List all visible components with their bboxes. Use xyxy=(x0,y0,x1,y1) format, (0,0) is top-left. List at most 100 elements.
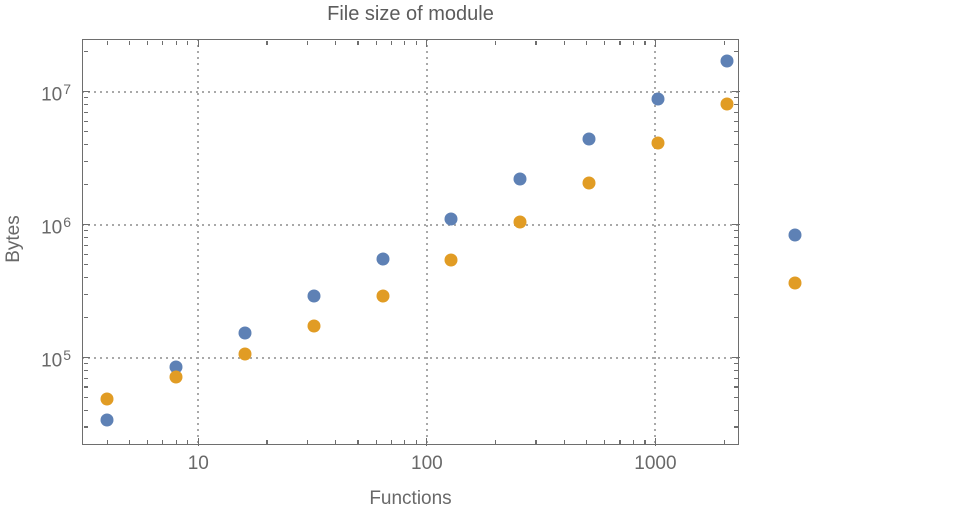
y-tick xyxy=(731,224,740,226)
y-tick-base: 10 xyxy=(41,84,63,105)
y-tick xyxy=(83,51,88,53)
x-tick xyxy=(146,439,149,444)
y-tick xyxy=(733,426,738,428)
x-tick xyxy=(586,439,588,444)
x-tick xyxy=(404,439,406,444)
y-tick xyxy=(83,363,88,365)
y-tick xyxy=(733,184,738,186)
y-tick xyxy=(83,396,88,399)
y-tick xyxy=(83,276,88,279)
x-tick xyxy=(162,40,164,45)
y-tick xyxy=(83,230,88,232)
x-tick xyxy=(654,38,657,47)
y-gridline xyxy=(82,90,739,93)
y-tick xyxy=(83,244,88,246)
y-tick xyxy=(83,184,88,186)
y-tick xyxy=(733,386,738,388)
x-gridline xyxy=(425,39,428,445)
data-point-series-orange xyxy=(169,370,183,384)
x-tick xyxy=(604,439,606,444)
y-tick xyxy=(83,386,88,388)
y-tick-exponent: 5 xyxy=(63,346,71,363)
y-tick-exponent: 7 xyxy=(63,80,71,97)
data-point-series-blue xyxy=(720,54,734,68)
x-tick xyxy=(415,40,417,45)
y-tick xyxy=(733,131,738,133)
y-tick xyxy=(733,244,738,246)
y-tick xyxy=(733,396,738,399)
x-tick xyxy=(563,40,566,45)
y-tick-label: 107 xyxy=(0,80,71,106)
x-gridline xyxy=(197,39,200,445)
x-tick xyxy=(266,439,268,444)
x-tick xyxy=(723,439,725,444)
x-tick xyxy=(535,439,537,444)
data-point-series-blue xyxy=(788,228,802,242)
x-tick xyxy=(106,439,108,444)
y-tick-label: 105 xyxy=(0,346,71,372)
data-point-series-orange xyxy=(651,136,665,150)
y-tick xyxy=(81,91,90,93)
x-tick xyxy=(187,40,189,45)
y-tick xyxy=(733,316,738,319)
x-tick-label: 10 xyxy=(187,453,209,474)
y-tick xyxy=(83,236,88,239)
y-tick xyxy=(83,426,88,428)
x-tick xyxy=(197,437,199,446)
x-tick-label: 100 xyxy=(411,453,443,474)
y-tick-base: 10 xyxy=(41,349,63,371)
y-tick xyxy=(733,276,738,279)
y-gridline xyxy=(82,223,739,226)
x-tick xyxy=(604,40,606,45)
data-point-series-blue xyxy=(307,289,321,303)
data-point-series-orange xyxy=(513,215,527,229)
x-tick xyxy=(426,38,428,47)
x-tick-label: 1000 xyxy=(634,453,677,474)
x-tick xyxy=(162,439,164,444)
x-tick xyxy=(335,40,337,45)
y-tick-label: 106 xyxy=(0,213,71,239)
x-tick xyxy=(375,40,377,45)
x-tick xyxy=(632,439,634,444)
data-point-series-orange xyxy=(582,176,596,190)
y-tick xyxy=(83,160,88,162)
y-tick xyxy=(83,409,88,412)
x-tick xyxy=(335,439,337,444)
y-tick xyxy=(733,253,738,255)
x-tick xyxy=(654,437,657,446)
data-point-series-orange xyxy=(444,253,458,267)
x-tick xyxy=(644,40,646,45)
data-point-series-blue xyxy=(651,92,665,106)
y-tick xyxy=(733,51,738,53)
x-tick xyxy=(426,437,428,446)
x-tick xyxy=(535,40,537,45)
x-tick xyxy=(723,40,725,45)
y-tick xyxy=(733,264,738,266)
y-tick xyxy=(733,369,738,372)
x-tick xyxy=(619,439,621,444)
x-tick xyxy=(306,439,308,444)
y-tick-base: 10 xyxy=(41,216,63,238)
y-tick xyxy=(733,230,738,232)
data-point-series-blue xyxy=(238,326,252,340)
y-tick xyxy=(83,103,88,106)
data-point-series-orange xyxy=(100,392,114,406)
x-tick xyxy=(632,40,634,45)
data-point-series-blue xyxy=(376,252,390,266)
x-tick xyxy=(106,40,108,45)
y-tick xyxy=(731,356,740,359)
x-tick xyxy=(644,439,646,444)
y-tick xyxy=(83,369,88,372)
y-tick xyxy=(733,409,738,412)
data-point-series-orange xyxy=(238,347,252,361)
y-tick xyxy=(83,143,88,146)
x-tick xyxy=(187,439,189,444)
y-tick xyxy=(733,236,738,239)
y-tick xyxy=(83,120,88,122)
x-tick xyxy=(495,40,497,45)
data-point-series-blue xyxy=(582,132,596,146)
y-tick xyxy=(733,97,738,99)
y-tick xyxy=(83,111,88,113)
y-tick-exponent: 6 xyxy=(63,213,71,230)
